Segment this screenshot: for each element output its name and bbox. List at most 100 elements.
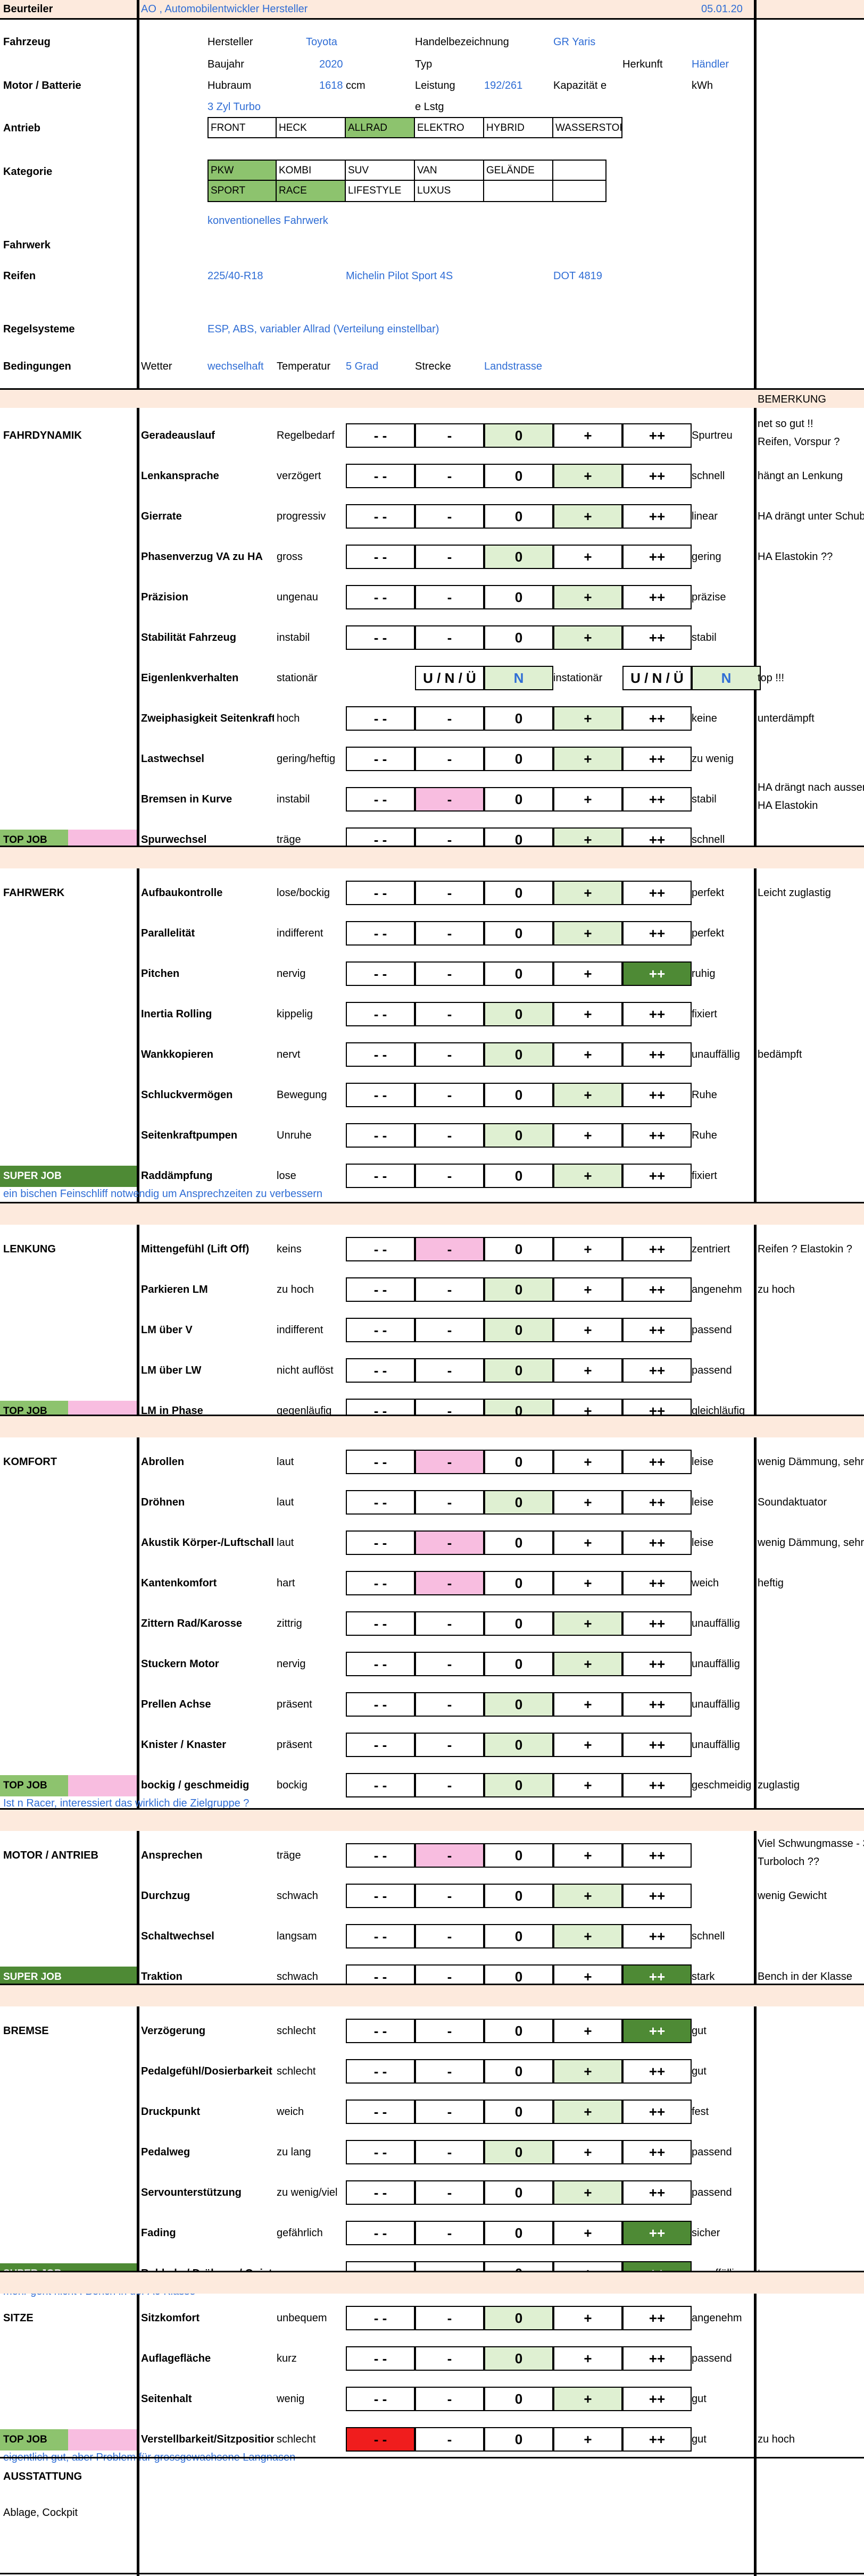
- scale-cell[interactable]: - -: [346, 1277, 415, 1302]
- scale-cell[interactable]: ++: [622, 585, 692, 609]
- scale-cell[interactable]: - -: [346, 2059, 415, 2084]
- scale-cell[interactable]: - -: [346, 1652, 415, 1676]
- scale-cell[interactable]: 0: [484, 504, 553, 529]
- scale-cell[interactable]: +: [553, 2387, 622, 2411]
- scale-cell[interactable]: - -: [346, 1002, 415, 1026]
- scale-cell[interactable]: 0: [484, 1733, 553, 1757]
- scale-cell[interactable]: 0: [484, 1164, 553, 1188]
- scale-cell[interactable]: - -: [346, 1843, 415, 1868]
- antrieb-option[interactable]: HYBRID: [484, 117, 553, 138]
- scale-cell[interactable]: - -: [346, 1692, 415, 1717]
- scale-cell[interactable]: - -: [346, 1490, 415, 1515]
- scale-cell[interactable]: ++: [622, 1083, 692, 1107]
- scale-cell[interactable]: -: [415, 787, 484, 812]
- scale-cell[interactable]: +: [553, 881, 622, 905]
- scale-cell[interactable]: - -: [346, 1318, 415, 1342]
- scale-cell[interactable]: - -: [346, 1450, 415, 1474]
- scale-cell[interactable]: ++: [622, 1237, 692, 1261]
- scale-cell[interactable]: - -: [346, 2387, 415, 2411]
- scale-cell[interactable]: U / N / Ü: [622, 666, 692, 690]
- scale-cell[interactable]: +: [553, 2180, 622, 2205]
- scale-cell[interactable]: -: [415, 2019, 484, 2043]
- scale-cell[interactable]: 0: [484, 2019, 553, 2043]
- scale-cell[interactable]: -: [415, 2427, 484, 2452]
- scale-cell[interactable]: U / N / Ü: [415, 666, 484, 690]
- scale-cell[interactable]: ++: [622, 1843, 692, 1868]
- scale-cell[interactable]: +: [553, 1042, 622, 1067]
- scale-cell[interactable]: ++: [622, 625, 692, 650]
- scale-cell[interactable]: 0: [484, 2306, 553, 2330]
- scale-cell[interactable]: +: [553, 1652, 622, 1676]
- scale-cell[interactable]: - -: [346, 2306, 415, 2330]
- scale-cell[interactable]: -: [415, 585, 484, 609]
- scale-cell[interactable]: - -: [346, 1733, 415, 1757]
- scale-cell[interactable]: ++: [622, 2427, 692, 2452]
- scale-cell[interactable]: 0: [484, 1773, 553, 1797]
- scale-cell[interactable]: +: [553, 1277, 622, 1302]
- scale-cell[interactable]: -: [415, 1692, 484, 1717]
- scale-cell[interactable]: -: [415, 2346, 484, 2371]
- scale-cell[interactable]: ++: [622, 2100, 692, 2124]
- scale-cell[interactable]: - -: [346, 1358, 415, 1383]
- scale-cell[interactable]: 0: [484, 961, 553, 986]
- scale-cell[interactable]: ++: [622, 1652, 692, 1676]
- scale-cell[interactable]: - -: [346, 787, 415, 812]
- scale-cell[interactable]: +: [553, 585, 622, 609]
- scale-cell[interactable]: +: [553, 1358, 622, 1383]
- scale-cell[interactable]: ++: [622, 1490, 692, 1515]
- scale-cell[interactable]: +: [553, 1924, 622, 1948]
- kategorie-option[interactable]: SPORT: [207, 181, 277, 202]
- scale-cell[interactable]: - -: [346, 881, 415, 905]
- scale-cell[interactable]: ++: [622, 1042, 692, 1067]
- scale-cell[interactable]: -: [415, 747, 484, 771]
- scale-cell[interactable]: 0: [484, 2221, 553, 2245]
- scale-cell[interactable]: +: [553, 2059, 622, 2084]
- scale-cell[interactable]: - -: [346, 1884, 415, 1908]
- scale-cell[interactable]: -: [415, 545, 484, 569]
- kategorie-option[interactable]: SUV: [346, 160, 415, 181]
- scale-cell[interactable]: - -: [346, 1083, 415, 1107]
- scale-cell[interactable]: - -: [346, 747, 415, 771]
- scale-cell[interactable]: 0: [484, 2387, 553, 2411]
- antrieb-option[interactable]: FRONT: [207, 117, 277, 138]
- scale-cell[interactable]: 0: [484, 2180, 553, 2205]
- scale-cell[interactable]: 0: [484, 545, 553, 569]
- scale-cell[interactable]: 0: [484, 787, 553, 812]
- scale-cell[interactable]: -: [415, 423, 484, 448]
- scale-cell[interactable]: +: [553, 1884, 622, 1908]
- scale-cell[interactable]: - -: [346, 961, 415, 986]
- scale-cell[interactable]: ++: [622, 2221, 692, 2245]
- scale-cell[interactable]: -: [415, 1611, 484, 1636]
- scale-cell[interactable]: N: [692, 666, 761, 690]
- scale-cell[interactable]: -: [415, 1571, 484, 1595]
- scale-cell[interactable]: 0: [484, 1924, 553, 1948]
- scale-cell[interactable]: -: [415, 2221, 484, 2245]
- scale-cell[interactable]: +: [553, 1318, 622, 1342]
- kategorie-option[interactable]: [553, 160, 607, 181]
- scale-cell[interactable]: -: [415, 1042, 484, 1067]
- scale-cell[interactable]: +: [553, 1123, 622, 1148]
- scale-cell[interactable]: -: [415, 881, 484, 905]
- scale-cell[interactable]: - -: [346, 1773, 415, 1797]
- scale-cell[interactable]: ++: [622, 2306, 692, 2330]
- scale-cell[interactable]: ++: [622, 2019, 692, 2043]
- scale-cell[interactable]: +: [553, 1490, 622, 1515]
- scale-cell[interactable]: 0: [484, 1002, 553, 1026]
- scale-cell[interactable]: - -: [346, 706, 415, 731]
- scale-cell[interactable]: 0: [484, 1611, 553, 1636]
- scale-cell[interactable]: 0: [484, 1843, 553, 1868]
- antrieb-option[interactable]: ALLRAD: [346, 117, 415, 138]
- scale-cell[interactable]: ++: [622, 2059, 692, 2084]
- scale-cell[interactable]: - -: [346, 2019, 415, 2043]
- scale-cell[interactable]: 0: [484, 625, 553, 650]
- scale-cell[interactable]: -: [415, 1164, 484, 1188]
- scale-cell[interactable]: -: [415, 1277, 484, 1302]
- scale-cell[interactable]: +: [553, 1571, 622, 1595]
- scale-cell[interactable]: 0: [484, 585, 553, 609]
- scale-cell[interactable]: ++: [622, 1611, 692, 1636]
- scale-cell[interactable]: +: [553, 787, 622, 812]
- scale-cell[interactable]: +: [553, 921, 622, 946]
- scale-cell[interactable]: ++: [622, 504, 692, 529]
- scale-cell[interactable]: 0: [484, 2140, 553, 2164]
- scale-cell[interactable]: -: [415, 1318, 484, 1342]
